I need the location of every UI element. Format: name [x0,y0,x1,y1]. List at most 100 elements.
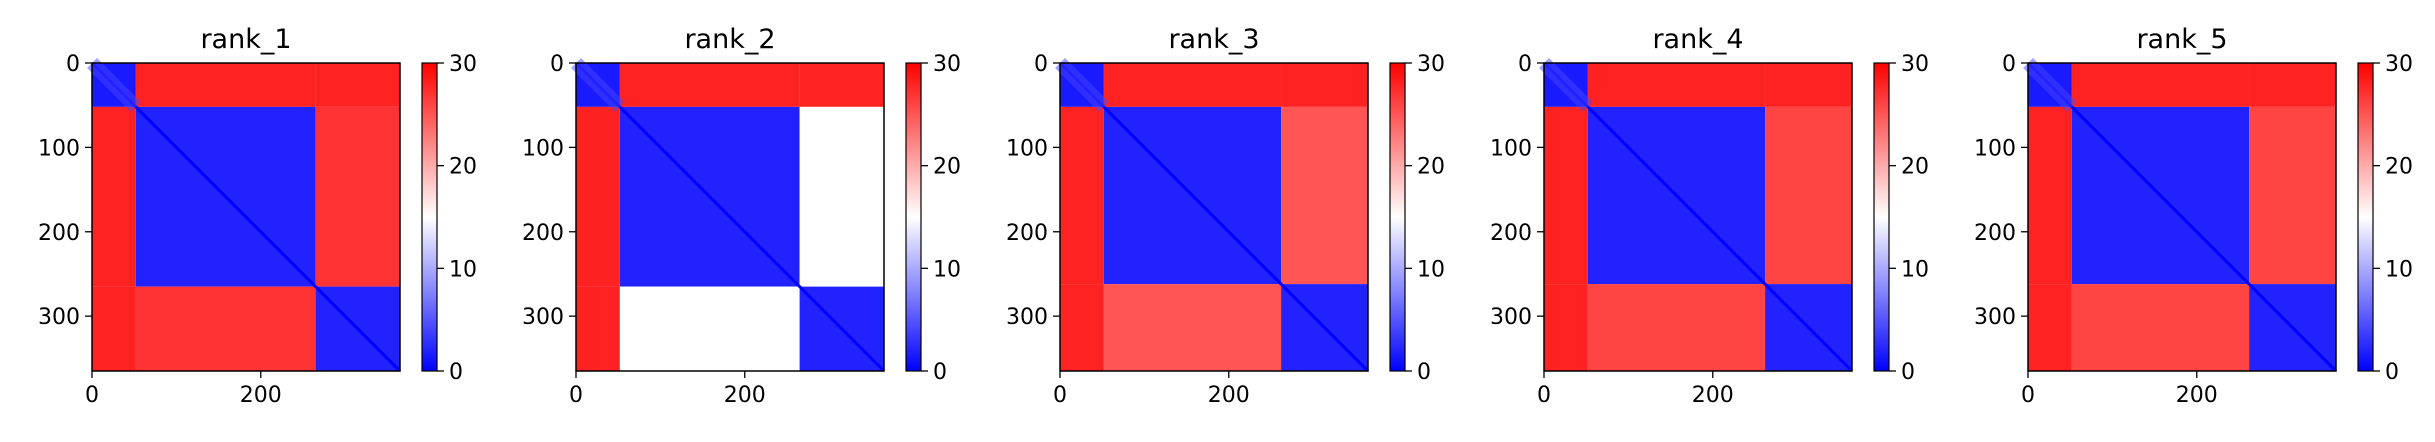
colorbar-tick-label: 30 [2385,52,2413,77]
colorbar-tick-label: 20 [449,155,477,180]
heatmap-block [2249,63,2336,107]
heatmap-panel: rank_3 0 100 200 300 0 200 0 10 20 30 [1006,24,1445,408]
chart-title: rank_2 [684,24,775,55]
colorbar-tick-label: 0 [2385,360,2399,385]
colorbar-tick-label: 10 [933,257,961,282]
heatmap-diagonal [1542,61,1854,373]
colorbar-tick-label: 30 [449,52,477,77]
heatmap-diagonal-band [571,58,625,112]
y-tick-label: 200 [522,221,564,246]
colorbar [2357,62,2374,372]
x-tick-label: 200 [240,383,282,408]
y-tick-label: 100 [1006,136,1048,161]
heatmap-panel: rank_4 0 100 200 300 0 200 0 10 20 30 [1490,24,1929,408]
colorbar-tick-label: 20 [1417,155,1445,180]
y-tick-label: 100 [522,136,564,161]
y-tick-label: 100 [1490,136,1532,161]
heatmap-block [1587,63,1766,107]
colorbar-tick-label: 20 [933,155,961,180]
y-tick-label: 200 [1490,221,1532,246]
colorbar [1389,62,1406,372]
x-tick-label: 200 [1692,383,1734,408]
colorbar-tick-label: 10 [2385,257,2413,282]
x-tick-label: 0 [85,383,99,408]
chart-title: rank_4 [1652,24,1743,55]
colorbar-tick-label: 0 [449,360,463,385]
heatmap-block [315,63,400,107]
chart-title: rank_5 [2136,24,2227,55]
heatmap-block [799,63,884,107]
y-tick-label: 200 [1006,221,1048,246]
colorbar-tick-label: 10 [449,257,477,282]
y-tick-label: 300 [1974,305,2016,330]
heatmap-block [135,63,316,107]
chart-title: rank_1 [200,24,291,55]
colorbar-tick-label: 20 [1901,155,1929,180]
y-tick-label: 0 [66,52,80,77]
heatmap-diagonal [1058,61,1370,373]
heatmap-block [2071,284,2250,371]
y-tick-label: 300 [1490,305,1532,330]
x-tick-label: 200 [2176,383,2218,408]
colorbar-tick-label: 30 [1901,52,1929,77]
heatmap-block [2028,284,2072,371]
heatmap-panel: rank_5 0 100 200 300 0 200 0 10 20 30 [1974,24,2413,408]
heatmap-block [1544,284,1588,371]
axes-frame [1543,62,1853,372]
colorbar-tick-label: 0 [1901,360,1915,385]
heatmap-diagonal [2026,61,2338,373]
colorbar-tick-label: 10 [1417,257,1445,282]
y-tick-label: 300 [1006,305,1048,330]
heatmap-diagonal [90,61,402,373]
x-tick-label: 200 [724,383,766,408]
y-tick-label: 200 [1974,221,2016,246]
colorbar-tick-label: 10 [1901,257,1929,282]
heatmap-block [1281,106,1368,285]
colorbar-tick-label: 20 [2385,155,2413,180]
heatmap-block [576,286,620,371]
heatmap-block [619,63,800,107]
colorbar [905,62,922,372]
heatmap-block [576,106,620,287]
y-tick-label: 0 [2002,52,2016,77]
heatmap-diagonal-band [2023,58,2077,112]
x-tick-label: 0 [1537,383,1551,408]
chart-title: rank_3 [1168,24,1259,55]
heatmap-block [2249,106,2336,285]
x-tick-label: 0 [2021,383,2035,408]
y-tick-label: 0 [1034,52,1048,77]
heatmap-block [92,106,136,287]
axes-frame [1059,62,1369,372]
heatmap-block [92,286,136,371]
x-tick-label: 200 [1208,383,1250,408]
heatmap-diagonal-band [87,58,141,112]
heatmap-block [1281,63,1368,107]
heatmap-panel: rank_1 0 100 200 300 0 200 0 10 20 30 [38,24,477,408]
axes-frame [2027,62,2337,372]
colorbar [1873,62,1890,372]
heatmap-block [2071,63,2250,107]
y-tick-label: 300 [38,305,80,330]
heatmap-block [1060,106,1104,285]
heatmap-block [1765,106,1852,285]
heatmap-diagonal-band [1539,58,1593,112]
axes-frame [91,62,401,372]
heatmap-block [1103,284,1282,371]
heatmap-panel: rank_2 0 100 200 300 0 200 0 10 20 30 [522,24,961,408]
heatmap-block [1587,284,1766,371]
axes-frame [575,62,885,372]
colorbar-tick-label: 30 [933,52,961,77]
heatmap-block [1060,284,1104,371]
heatmap-block [1544,106,1588,285]
x-tick-label: 0 [569,383,583,408]
y-tick-label: 200 [38,221,80,246]
heatmap-block [135,286,316,371]
heatmap-block [619,286,800,371]
colorbar-tick-label: 0 [1417,360,1431,385]
colorbar-tick-label: 30 [1417,52,1445,77]
y-tick-label: 0 [550,52,564,77]
x-tick-label: 0 [1053,383,1067,408]
y-tick-label: 300 [522,305,564,330]
